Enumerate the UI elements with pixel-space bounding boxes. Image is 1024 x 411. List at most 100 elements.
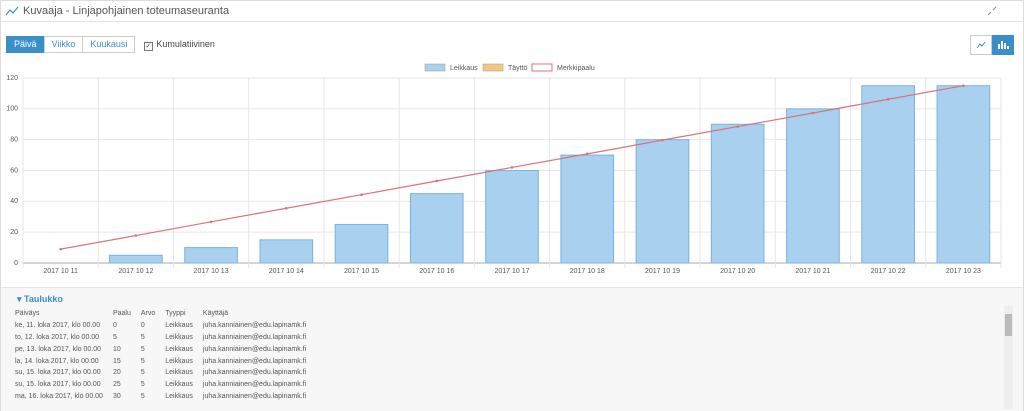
column-header: Tyyppi	[165, 310, 186, 318]
bar	[861, 85, 915, 264]
toolbar: Päivä Viikko Kuukausi ✓ Kumulatiivinen	[6, 36, 215, 53]
line-point	[886, 97, 890, 101]
table-row: to, 12. loka 2017, klo 00.00 5 5 Leikkaus ju…	[15, 332, 316, 344]
bar	[710, 123, 765, 264]
x-tick-label: 2017 10 20	[720, 268, 755, 275]
y-tick-label: 40	[10, 198, 18, 205]
table-title-text: Taulukko	[24, 294, 63, 304]
line-point	[435, 179, 439, 183]
cell: la, 14. loka 2017, klo 00.00	[15, 357, 99, 365]
title: Kuvaaja - Linjapohjainen toteumaseuranta	[23, 5, 230, 17]
bar	[936, 85, 991, 264]
checkbox-label: Kumulatiivinen	[156, 39, 215, 49]
bar	[259, 239, 314, 264]
bar	[409, 193, 464, 264]
cell: to, 12. loka 2017, klo 00.00	[15, 333, 100, 341]
cell: 5	[112, 333, 117, 341]
x-tick-label: 2017 10 19	[645, 268, 680, 275]
legend-swatch	[482, 63, 504, 72]
table-row: su, 15. loka 2017, klo 00.00 25 5 Leikkaus j…	[15, 379, 316, 391]
table-row: pe, 13. loka 2017, klo 00.00 10 5 Leikkaus j…	[15, 343, 316, 355]
checkbox[interactable]: ✓ Kumulatiivinen	[144, 39, 215, 51]
cell: 5	[140, 333, 145, 341]
line-point	[585, 152, 589, 156]
column-header: Päiväys	[15, 310, 40, 318]
line-point	[811, 111, 815, 115]
line-point	[510, 166, 514, 169]
y-tick-label: 100	[6, 106, 18, 113]
month-button[interactable]: Kuukausi	[82, 36, 136, 53]
x-tick-label: 2017 10 18	[570, 268, 605, 275]
y-tick-label: 20	[10, 229, 18, 236]
x-tick-label: 2017 10 22	[871, 268, 906, 275]
cell: ke, 11. loka 2017, klo 00.00	[15, 322, 101, 330]
legend-swatch	[424, 63, 446, 72]
y-tick-label: 60	[10, 167, 18, 174]
table-row: ma, 16. loka 2017, klo 00.00 30 5 Leikkaus j…	[15, 391, 316, 403]
cell: juha.kanniainen@edu.lapinamk.fi	[202, 357, 307, 365]
y-tick-label: 120	[6, 75, 18, 82]
line-point	[209, 220, 213, 224]
cell: juha.kanniainen@edu.lapinamk.fi	[202, 392, 307, 400]
x-tick-label: 2017 10 21	[795, 268, 830, 275]
header: Kuvaaja - Linjapohjainen toteumaseuranta	[1, 1, 1023, 22]
bar	[560, 154, 615, 264]
column-header: Käyttäjä	[202, 310, 229, 318]
line-point	[134, 234, 138, 237]
cell: Leikkaus	[165, 369, 193, 377]
x-tick-label: 2017 10 16	[419, 268, 454, 275]
legend-label: Leikkaus	[450, 65, 478, 72]
table: Päiväys Paalu Arvo Tyyppi Käyttäjä ke, 11. lo…	[15, 308, 316, 402]
cell: juha.kanniainen@edu.lapinamk.fi	[202, 381, 307, 389]
scrollbar[interactable]	[1004, 306, 1013, 409]
x-tick-label: 2017 10 12	[118, 268, 153, 275]
line-point	[736, 125, 739, 128]
table-row: la, 14. loka 2017, klo 00.00 15 5 Leikkaus j…	[15, 355, 316, 367]
cell: 5	[140, 381, 145, 389]
chart: Leikkaus Täyttö Merkkipaalu 0 20 40 60 80 100 120…	[6, 63, 1002, 275]
chart-icon	[5, 6, 19, 16]
cell: 30	[112, 392, 121, 400]
column-header: Arvo	[140, 310, 156, 318]
x-tick-label: 2017 10 14	[269, 268, 304, 275]
bar-view[interactable]	[992, 35, 1014, 55]
line-view[interactable]	[970, 35, 992, 55]
cell: Leikkaus	[165, 381, 193, 389]
cell: 15	[112, 357, 121, 365]
table-panel: ▾ Taulukko Päiväys Paalu Arvo Tyyppi Käyttäj…	[1, 287, 1023, 411]
line-point	[661, 138, 664, 142]
line-point	[59, 247, 62, 251]
table-row: su, 15. loka 2017, klo 00.00 20 5 Leikkaus j…	[15, 367, 316, 379]
bar	[109, 254, 163, 264]
y-tick-label: 80	[10, 137, 18, 144]
column-header: Paalu	[112, 310, 131, 318]
cell: 5	[140, 392, 145, 400]
x-tick-label: 2017 10 13	[194, 268, 229, 275]
table-title[interactable]: ▾ Taulukko	[17, 294, 63, 304]
bar	[635, 139, 690, 264]
cell: juha.kanniainen@edu.lapinamk.fi	[202, 369, 307, 377]
x-tick-label: 2017 10 17	[494, 268, 529, 275]
collapse[interactable]	[987, 6, 997, 16]
table-header: Päiväys Paalu Arvo Tyyppi Käyttäjä	[15, 308, 316, 320]
cell: juha.kanniainen@edu.lapinamk.fi	[202, 322, 307, 330]
week-button[interactable]: Viikko	[43, 36, 84, 53]
cell: Leikkaus	[165, 392, 193, 400]
cell: juha.kanniainen@edu.lapinamk.fi	[202, 333, 307, 341]
line-point	[962, 84, 965, 88]
legend-swatch	[531, 63, 553, 72]
day-button[interactable]: Päivä	[6, 36, 45, 53]
cell: 0	[112, 322, 117, 330]
line-point	[360, 193, 363, 197]
bar	[184, 247, 238, 264]
cell: 5	[140, 345, 145, 353]
cell: Leikkaus	[165, 322, 193, 330]
cell: Leikkaus	[165, 333, 193, 341]
bar	[334, 223, 389, 264]
cell: ma, 16. loka 2017, klo 00.00	[15, 392, 103, 400]
bar	[485, 170, 539, 264]
cell: su, 15. loka 2017, klo 00.00	[15, 381, 101, 389]
cell: Leikkaus	[165, 357, 193, 365]
x-tick-label: 2017 10 23	[946, 268, 981, 275]
